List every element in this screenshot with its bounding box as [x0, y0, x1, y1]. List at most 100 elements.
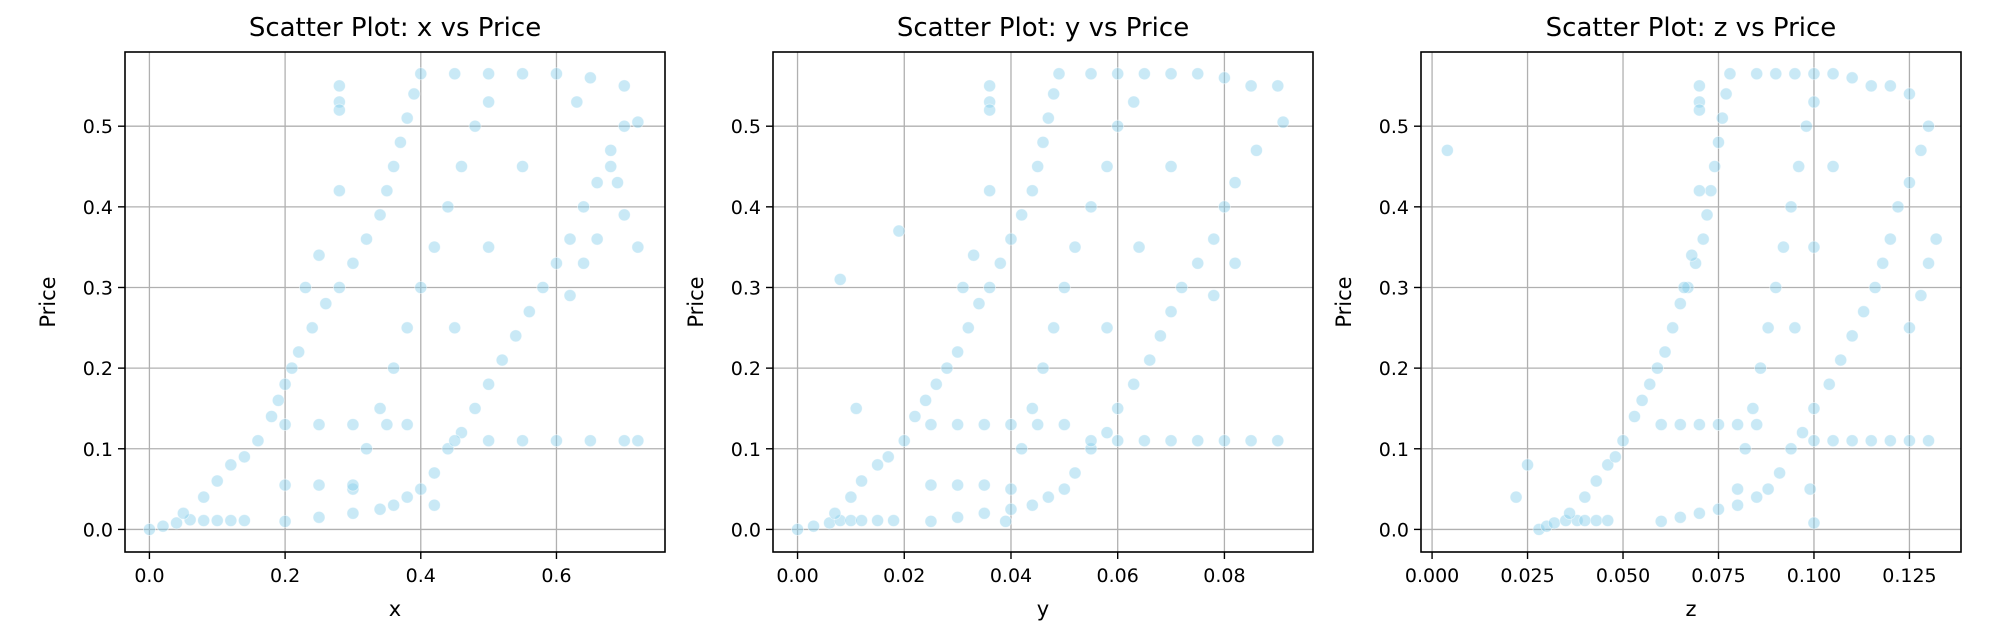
data-point	[1271, 434, 1285, 448]
data-point	[1137, 67, 1151, 81]
data-point	[1731, 418, 1744, 431]
data-point	[509, 329, 523, 343]
data-point	[1807, 434, 1821, 448]
data-point	[1693, 418, 1706, 431]
x-tick-label: 0.125	[1882, 565, 1936, 587]
data-point	[617, 208, 631, 222]
x-tick-label: 0.0	[134, 565, 164, 587]
data-point	[1761, 482, 1775, 496]
data-point	[919, 393, 933, 407]
x-tick-label: 0.02	[883, 565, 925, 587]
data-point	[855, 474, 868, 488]
data-point	[1700, 208, 1714, 222]
x-tick-label: 0.100	[1787, 565, 1841, 587]
y-tick-label: 0.2	[1379, 358, 1409, 380]
y-tick-label: 0.2	[731, 358, 761, 380]
data-point	[1731, 482, 1744, 496]
data-point	[1111, 119, 1125, 133]
data-point	[1845, 329, 1859, 343]
data-point	[1788, 321, 1802, 335]
data-point	[823, 516, 836, 530]
data-point	[924, 418, 938, 431]
x-axis-label: z	[1685, 597, 1696, 621]
data-point	[1628, 410, 1641, 423]
data-point	[1914, 143, 1928, 157]
data-point	[1857, 305, 1871, 319]
data-point	[1608, 450, 1622, 464]
data-point	[346, 256, 360, 270]
data-point	[1826, 160, 1840, 173]
y-axis-label: Price	[36, 276, 60, 327]
data-point	[833, 514, 847, 527]
data-point	[1761, 321, 1775, 335]
data-point	[1084, 434, 1098, 448]
x-tick-label: 0.4	[406, 565, 436, 587]
data-point	[1218, 200, 1231, 214]
data-point	[1922, 256, 1935, 270]
x-tick-label: 0.06	[1097, 565, 1139, 587]
data-point	[346, 506, 360, 520]
data-point	[271, 393, 285, 407]
data-point	[1132, 240, 1146, 254]
data-point	[482, 434, 496, 448]
data-point	[1796, 426, 1809, 440]
y-tick-label: 0.4	[731, 197, 761, 219]
data-point	[583, 434, 597, 448]
data-point	[299, 281, 312, 294]
y-tick-label: 0.5	[1379, 116, 1409, 138]
data-point	[305, 321, 319, 335]
data-point	[1578, 514, 1592, 527]
data-point	[210, 514, 224, 527]
data-point	[1207, 232, 1221, 246]
data-point	[1068, 466, 1082, 480]
data-point	[550, 434, 563, 448]
data-point	[1100, 426, 1114, 440]
data-point	[1057, 418, 1071, 431]
data-point	[1754, 361, 1767, 375]
data-point	[400, 321, 414, 335]
data-point	[1218, 71, 1231, 85]
plot-frame	[124, 51, 666, 553]
data-point	[1673, 297, 1687, 311]
data-point	[285, 361, 299, 375]
data-point	[617, 79, 631, 93]
data-point	[550, 256, 563, 270]
data-point	[156, 519, 170, 533]
data-point	[1643, 377, 1657, 391]
data-point	[849, 402, 863, 415]
data-point	[1271, 79, 1285, 93]
data-point	[346, 482, 360, 496]
data-point	[1100, 160, 1114, 173]
y-tick-label: 0.4	[1379, 197, 1409, 219]
data-point	[1137, 434, 1151, 448]
data-point	[1807, 516, 1821, 530]
data-point	[414, 482, 428, 496]
data-point	[951, 345, 965, 359]
data-point	[332, 184, 346, 198]
data-point	[1738, 442, 1752, 456]
data-point	[1041, 490, 1055, 504]
data-point	[210, 474, 224, 488]
data-point	[951, 478, 965, 492]
data-point	[1601, 458, 1615, 472]
data-point	[897, 434, 911, 448]
data-point	[1052, 67, 1066, 81]
data-point	[1826, 434, 1840, 448]
data-point	[1650, 361, 1664, 375]
data-point	[1164, 434, 1178, 448]
data-point	[983, 281, 997, 294]
data-point	[1175, 281, 1189, 294]
data-point	[1111, 67, 1125, 81]
data-points	[1440, 67, 1943, 536]
data-point	[1903, 87, 1916, 101]
data-point	[468, 119, 482, 133]
data-point	[1111, 402, 1125, 415]
y-tick-label: 0.1	[83, 439, 113, 461]
data-point	[1876, 256, 1890, 270]
data-point	[1845, 71, 1859, 85]
data-point	[1057, 281, 1071, 294]
y-tick-label: 0.2	[83, 358, 113, 380]
data-point	[951, 510, 965, 524]
data-point	[983, 79, 997, 93]
data-point	[387, 361, 401, 375]
